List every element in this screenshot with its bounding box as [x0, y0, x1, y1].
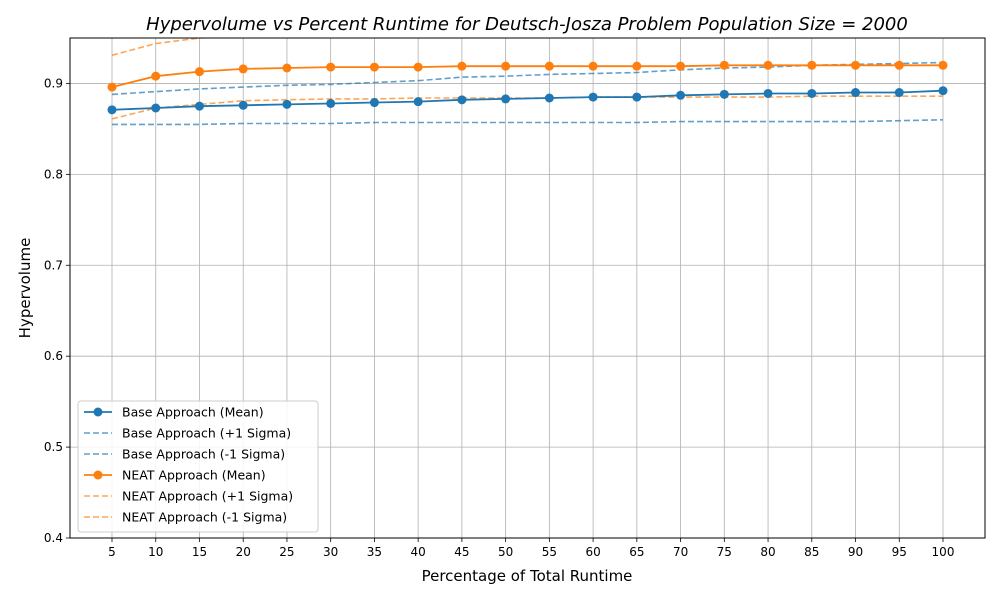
data-point-base-approach-mean — [282, 99, 292, 109]
data-point-base-approach-mean — [238, 100, 248, 110]
x-tick-label: 65 — [629, 545, 644, 559]
x-tick-label: 30 — [323, 545, 338, 559]
data-point-base-approach-mean — [501, 94, 511, 104]
x-tick-label: 35 — [367, 545, 382, 559]
data-point-neat-approach-mean — [719, 60, 729, 70]
data-point-neat-approach-mean — [894, 60, 904, 70]
x-tick-label: 10 — [148, 545, 163, 559]
y-tick-label: 0.5 — [44, 440, 63, 454]
y-tick-label: 0.9 — [44, 76, 63, 90]
data-point-base-approach-mean — [544, 93, 554, 103]
data-point-neat-approach-mean — [501, 61, 511, 71]
legend-label-base-approach-1-sigma: Base Approach (-1 Sigma) — [122, 447, 285, 462]
series-line-base-approach-mean — [111, 89, 944, 111]
data-point-neat-approach-mean — [632, 61, 642, 71]
y-axis-label: Hypervolume — [16, 238, 34, 339]
plot-area — [107, 38, 948, 126]
x-tick-label: 15 — [192, 545, 207, 559]
data-point-base-approach-mean — [151, 103, 161, 113]
data-point-base-approach-mean — [369, 98, 379, 108]
x-tick-label: 60 — [585, 545, 600, 559]
legend-marker-base-approach-mean — [93, 407, 103, 417]
legend-box — [77, 400, 319, 533]
x-tick-label: 95 — [892, 545, 907, 559]
x-tick-label: 100 — [932, 545, 955, 559]
y-tick-label: 0.4 — [44, 531, 63, 545]
data-point-base-approach-mean — [588, 92, 598, 102]
x-tick-label: 20 — [236, 545, 251, 559]
data-point-base-approach-mean — [938, 86, 948, 96]
series-line-neat-approach-1-sigma — [111, 38, 219, 57]
series-line-base-approach-1-sigma — [112, 119, 944, 126]
y-tick-label: 0.7 — [44, 258, 63, 272]
x-tick-label: 50 — [498, 545, 513, 559]
x-tick-label: 25 — [279, 545, 294, 559]
data-point-neat-approach-mean — [107, 82, 117, 92]
plot-frame — [69, 37, 986, 539]
legend-marker-neat-approach-mean — [93, 470, 103, 480]
data-point-neat-approach-mean — [369, 62, 379, 72]
legend: Base Approach (Mean) Base Approach (+1 Si… — [77, 400, 319, 533]
y-tick-label: 0.8 — [44, 167, 63, 181]
data-point-neat-approach-mean — [851, 60, 861, 70]
x-tick-label: 45 — [454, 545, 469, 559]
data-point-base-approach-mean — [107, 105, 117, 115]
data-point-neat-approach-mean — [807, 60, 817, 70]
legend-label-base-approach-1-sigma: Base Approach (+1 Sigma) — [122, 426, 291, 441]
grid-layer — [70, 38, 985, 539]
legend-label-neat-approach-1-sigma: NEAT Approach (+1 Sigma) — [122, 489, 293, 504]
series-line-neat-approach-mean — [111, 64, 943, 88]
data-point-neat-approach-mean — [676, 61, 686, 71]
x-tick-label: 75 — [717, 545, 732, 559]
x-tick-label: 80 — [760, 545, 775, 559]
legend-label-base-approach-mean: Base Approach (Mean) — [122, 405, 264, 420]
x-tick-label: 5 — [108, 545, 116, 559]
data-point-base-approach-mean — [457, 95, 467, 105]
data-point-base-approach-mean — [851, 88, 861, 98]
data-point-base-approach-mean — [194, 101, 204, 111]
x-tick-labels: 5 10 15 20 25 30 35 40 45 50 55 60 65 70 75 80 85 90 95 100 — [108, 538, 954, 559]
data-point-neat-approach-mean — [413, 62, 423, 72]
legend-label-neat-approach-mean: NEAT Approach (Mean) — [122, 468, 266, 483]
data-point-base-approach-mean — [676, 90, 686, 100]
legend-label-neat-approach-1-sigma: NEAT Approach (-1 Sigma) — [122, 510, 287, 525]
data-point-base-approach-mean — [894, 88, 904, 98]
x-tick-label: 40 — [411, 545, 426, 559]
x-tick-label: 90 — [848, 545, 863, 559]
data-point-neat-approach-mean — [763, 60, 773, 70]
data-point-neat-approach-mean — [588, 61, 598, 71]
data-point-neat-approach-mean — [457, 61, 467, 71]
data-point-neat-approach-mean — [151, 71, 161, 81]
series-layer — [107, 38, 948, 126]
data-point-base-approach-mean — [719, 89, 729, 99]
data-point-neat-approach-mean — [194, 67, 204, 77]
data-point-base-approach-mean — [326, 98, 336, 108]
data-point-neat-approach-mean — [238, 64, 248, 74]
y-tick-label: 0.6 — [44, 349, 63, 363]
x-tick-label: 85 — [804, 545, 819, 559]
data-point-base-approach-mean — [763, 88, 773, 98]
y-tick-labels: 0.4 0.5 0.6 0.7 0.8 0.9 — [44, 76, 70, 545]
data-point-neat-approach-mean — [544, 61, 554, 71]
x-tick-label: 55 — [542, 545, 557, 559]
chart-title: Hypervolume vs Percent Runtime for Deuts… — [146, 14, 908, 35]
data-point-neat-approach-mean — [282, 63, 292, 73]
data-point-base-approach-mean — [807, 88, 817, 98]
data-point-base-approach-mean — [632, 92, 642, 102]
series-line-base-approach-1-sigma — [111, 61, 944, 96]
data-point-neat-approach-mean — [938, 60, 948, 70]
series-line-neat-approach-1-sigma — [111, 95, 943, 120]
data-point-base-approach-mean — [413, 97, 423, 107]
x-tick-label: 70 — [673, 545, 688, 559]
data-point-neat-approach-mean — [326, 62, 336, 72]
x-axis-label: Percentage of Total Runtime — [422, 567, 633, 585]
